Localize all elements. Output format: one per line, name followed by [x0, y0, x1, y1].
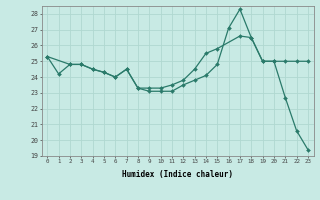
- X-axis label: Humidex (Indice chaleur): Humidex (Indice chaleur): [122, 170, 233, 179]
